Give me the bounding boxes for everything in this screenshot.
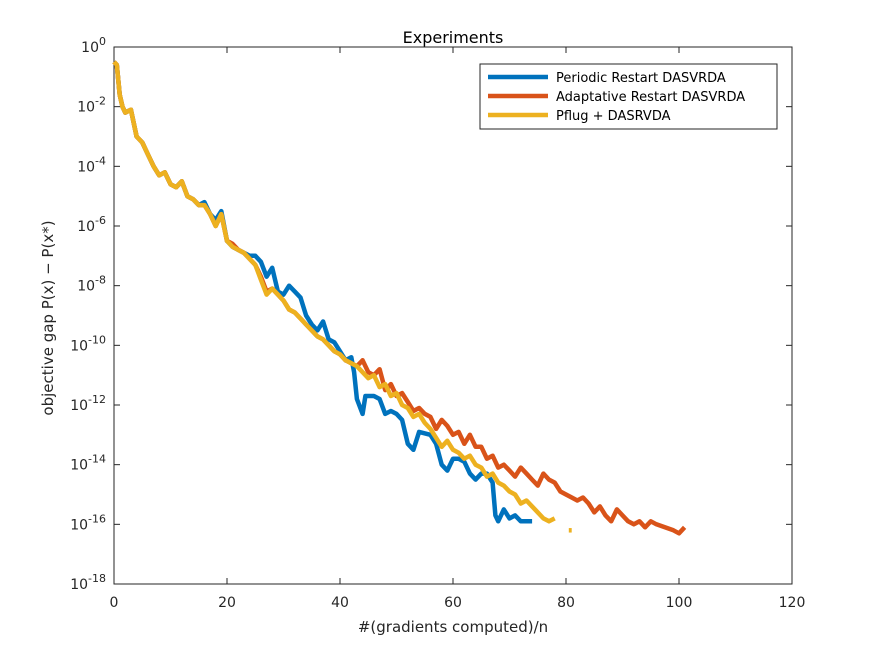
y-tick-base: 10 [77, 100, 95, 116]
x-tick-label: 0 [110, 595, 119, 611]
x-tick-label: 60 [444, 595, 462, 611]
y-tick-base: 10 [77, 279, 95, 295]
y-tick-label: 10-4 [77, 154, 106, 175]
y-tick-exponent: -10 [88, 333, 106, 346]
legend: Periodic Restart DASVRDA Adaptative Resta… [479, 63, 778, 130]
y-tick-exponent: 0 [99, 35, 106, 48]
y-axis-label: objective gap P(x) − P(x*) [39, 220, 57, 415]
y-tick-exponent: -16 [88, 512, 106, 525]
x-tick-label: 100 [666, 595, 693, 611]
x-tick-label: 20 [218, 595, 236, 611]
y-tick-base: 10 [70, 517, 88, 533]
x-tick-label: 120 [779, 595, 806, 611]
y-tick-exponent: -12 [88, 393, 106, 406]
legend-label: Pflug + DASRVDA [556, 109, 671, 124]
y-tick-base: 10 [70, 338, 88, 354]
axes-box [113, 46, 793, 585]
x-axis-label: #(gradients computed)/n [358, 618, 548, 636]
y-tick-exponent: -4 [95, 154, 106, 167]
y-tick-label: 10-16 [70, 512, 106, 533]
y-tick-base: 10 [70, 398, 88, 414]
legend-label: Adaptative Restart DASVRDA [556, 90, 745, 105]
y-tick-base: 10 [77, 219, 95, 235]
plot-area: 0 20 40 60 80 100 12010010-210-410-610-810-101… [70, 35, 805, 611]
legend-label: Periodic Restart DASVRDA [556, 71, 726, 86]
y-tick-label: 100 [81, 35, 106, 56]
y-tick-label: 10-8 [77, 274, 106, 295]
y-tick-exponent: -14 [88, 453, 106, 466]
y-tick-label: 10-2 [77, 95, 106, 116]
y-tick-exponent: -6 [95, 214, 106, 227]
y-tick-exponent: -8 [95, 274, 106, 287]
y-tick-label: 10-10 [70, 333, 106, 354]
y-tick-exponent: -2 [95, 95, 106, 108]
y-tick-exponent: -18 [88, 572, 106, 585]
y-tick-label: 10-14 [70, 453, 106, 474]
y-tick-base: 10 [70, 577, 88, 593]
y-tick-base: 10 [77, 159, 95, 175]
x-tick-label: 80 [557, 595, 575, 611]
series-line-2 [112, 60, 556, 524]
y-tick-base: 10 [70, 458, 88, 474]
chart-title: Experiments [403, 28, 504, 47]
y-tick-label: 10-18 [70, 572, 106, 593]
y-tick-label: 10-12 [70, 393, 106, 414]
y-tick-base: 10 [81, 40, 99, 56]
y-tick-label: 10-6 [77, 214, 106, 235]
x-tick-label: 40 [331, 595, 349, 611]
